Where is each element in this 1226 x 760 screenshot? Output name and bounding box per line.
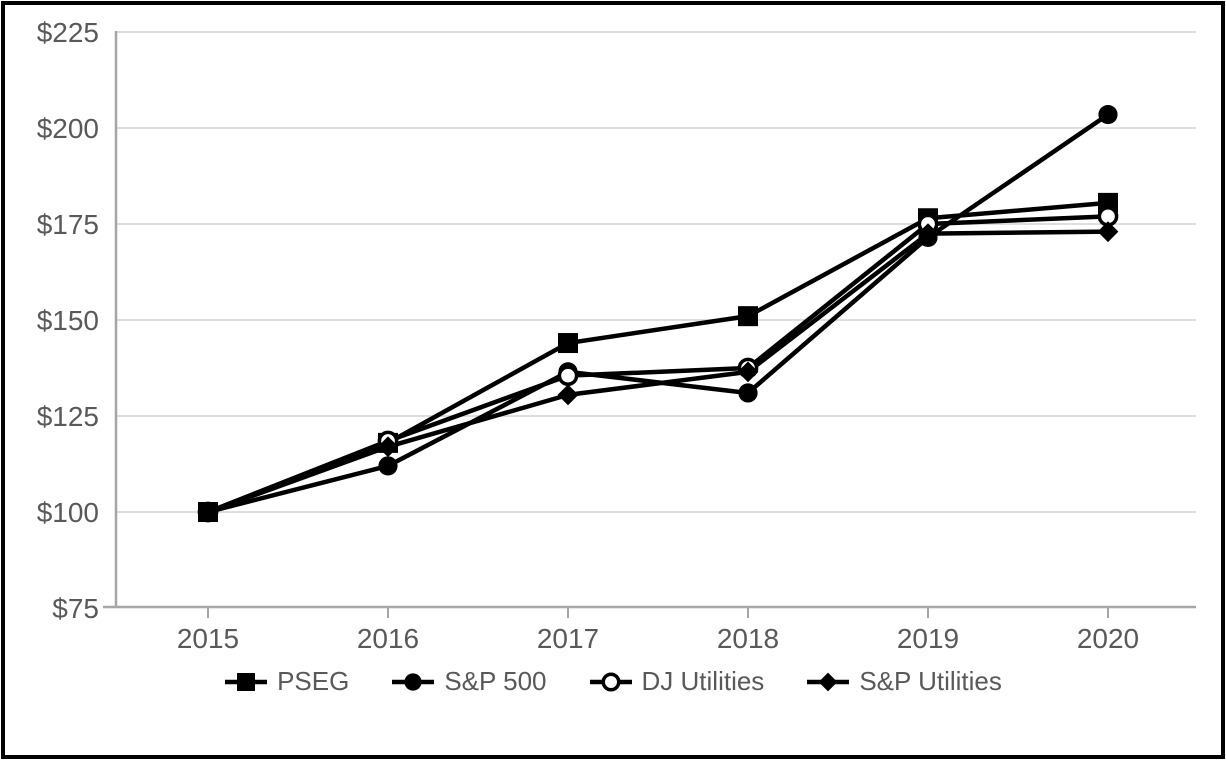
legend-label: DJ Utilities [641, 666, 765, 696]
y-tick-label: $125 [37, 401, 99, 432]
diamond-marker-icon [818, 672, 838, 691]
series-line-s-p-utilities [205, 229, 1111, 515]
chart-legend: PSEG S&P 500 DJ Utilities S&P Utilities [0, 666, 1226, 697]
diamond-marker-icon [197, 501, 219, 523]
x-axis-labels: 2015 2016 2017 2018 2019 2020 [177, 607, 1139, 654]
series-markers-dj-utilities [197, 205, 1119, 523]
series-markers-s-p-utilities [197, 221, 1119, 523]
x-tick-label: 2020 [1077, 623, 1139, 654]
series-markers-pseg [198, 192, 1118, 522]
diamond-marker-icon [377, 436, 399, 458]
legend-label: PSEG [277, 666, 350, 696]
legend-label: S&P 500 [444, 666, 547, 696]
y-tick-label: $225 [37, 17, 99, 48]
y-tick-label: $100 [37, 497, 99, 528]
diamond-marker-icon [1097, 221, 1119, 243]
circle-marker-icon [738, 383, 758, 403]
x-tick-label: 2019 [897, 623, 959, 654]
y-tick-label: $200 [37, 113, 99, 144]
y-gridlines [116, 31, 1196, 513]
legend-item-s-p-utilities: S&P Utilities [806, 666, 1002, 697]
legend-filled-diamond-icon [807, 672, 850, 691]
circle-marker-icon [1098, 104, 1118, 125]
y-tick-label: $75 [52, 593, 99, 624]
square-marker-icon [738, 306, 758, 327]
legend-item-dj-utilities: DJ Utilities [589, 666, 765, 697]
legend-open-circle-icon [589, 672, 632, 691]
legend-filled-square-icon [225, 672, 268, 691]
y-axis-labels: $75 $100 $125 $150 $175 $200 $225 [37, 17, 99, 624]
x-tick-label: 2015 [177, 623, 239, 654]
square-marker-icon [237, 672, 256, 691]
open-circle-marker-icon [557, 365, 579, 387]
circle-marker-icon [378, 456, 398, 476]
y-tick-label: $175 [37, 209, 99, 240]
legend-item-pseg: PSEG [224, 666, 349, 697]
y-tick-label: $150 [37, 305, 99, 336]
legend-item-s-p-500: S&P 500 [391, 666, 547, 697]
x-tick-label: 2018 [717, 623, 779, 654]
diamond-marker-icon [557, 384, 579, 406]
x-tick-label: 2016 [357, 623, 419, 654]
square-marker-icon [558, 333, 578, 354]
series-line-s-p-500 [205, 112, 1111, 515]
legend-label: S&P Utilities [859, 666, 1002, 696]
legend-filled-circle-icon [392, 672, 435, 691]
series-line-pseg [205, 200, 1111, 515]
diamond-marker-icon [737, 361, 759, 383]
open-circle-marker-icon [601, 672, 621, 691]
x-tick-label: 2017 [537, 623, 599, 654]
axes [103, 31, 1196, 609]
diamond-marker-icon [917, 223, 939, 244]
circle-marker-icon [404, 672, 422, 691]
series-line-dj-utilities [205, 214, 1111, 515]
